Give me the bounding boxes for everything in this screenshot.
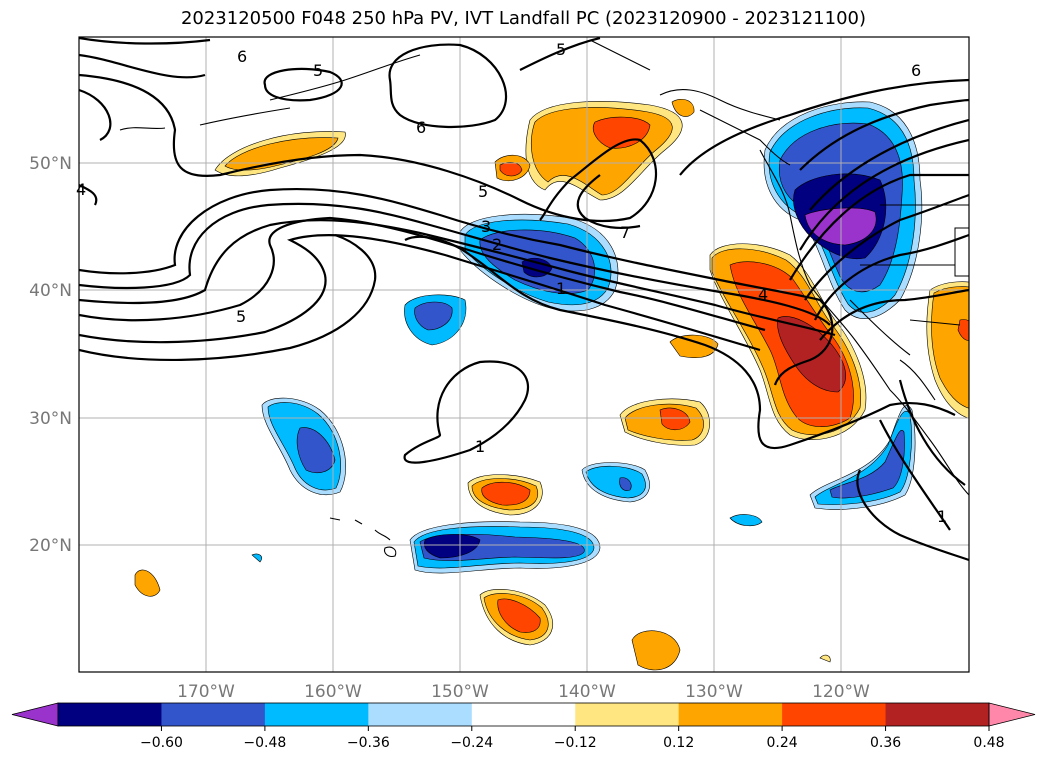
contour-label: 5: [313, 61, 323, 80]
contour-label: 1: [475, 437, 485, 456]
contour-label: 3: [481, 217, 491, 236]
contour-label: 1: [556, 279, 566, 298]
contour-label: 5: [478, 182, 488, 201]
colorbar-outline: [57, 702, 990, 727]
colorbar-tick-label: −0.48: [243, 735, 286, 751]
coastlines: [119, 39, 969, 557]
lon-label: 140°W: [558, 682, 616, 702]
lat-label: 40°N: [29, 281, 72, 301]
colorbar-segment: [368, 703, 473, 726]
colorbar-segment: [678, 703, 783, 726]
contour-label: 5: [556, 40, 566, 59]
colorbar-segment: [782, 703, 887, 726]
contour-label: 6: [416, 118, 426, 137]
lon-label: 120°W: [812, 682, 870, 702]
contour-label: 2: [492, 235, 502, 254]
colorbar-tick-label: −0.24: [450, 735, 493, 751]
map-frame: [78, 36, 970, 673]
colorbar-segment: [58, 703, 162, 726]
colorbar-tick-label: 0.24: [767, 735, 798, 751]
lat-label: 50°N: [29, 154, 72, 174]
colorbar-tick-label: 0.36: [870, 735, 901, 751]
graticule: [79, 37, 969, 672]
colorbar-extend-max: [988, 702, 1036, 727]
colorbar-segment: [575, 703, 680, 726]
colorbar: −0.60 −0.48 −0.36 −0.24 −0.12 0.12 0.24 0.36 0.4…: [11, 702, 1036, 751]
lon-label: 170°W: [177, 682, 235, 702]
longitude-labels: 170°W 160°W 150°W 140°W 130°W 120°W: [177, 682, 870, 702]
colorbar-extend-min: [11, 702, 59, 727]
colorbar-segment: [161, 703, 266, 726]
map-title: 2023120500 F048 250 hPa PV, IVT Landfall…: [180, 8, 867, 29]
colorbar-segment: [264, 703, 369, 726]
contour-label: 1: [937, 507, 947, 526]
colorbar-tick-label: −0.60: [140, 735, 183, 751]
lon-label: 150°W: [431, 682, 489, 702]
lon-label: 130°W: [685, 682, 743, 702]
latitude-labels: 50°N 40°N 30°N 20°N: [29, 154, 72, 556]
lon-label: 160°W: [304, 682, 362, 702]
colorbar-tick-label: 0.48: [973, 735, 1004, 751]
colorbar-tick-label: −0.12: [554, 735, 597, 751]
colorbar-tick-label: −0.36: [347, 735, 390, 751]
contour-label: 7: [620, 223, 630, 242]
contour-label: 4: [76, 180, 86, 199]
contour-labels: 6 5 5 6 6 5 7 3 2 1 4 5 1 1 4: [76, 40, 947, 526]
lat-label: 20°N: [29, 536, 72, 556]
contour-label: 5: [236, 307, 246, 326]
contour-label: 4: [758, 285, 768, 304]
contour-label: 6: [237, 47, 247, 66]
lat-label: 30°N: [29, 409, 72, 429]
colorbar-tick-label: 0.12: [663, 735, 694, 751]
contour-label: 6: [911, 61, 921, 80]
colorbar-segment: [471, 703, 576, 726]
colorbar-segment: [885, 703, 990, 726]
